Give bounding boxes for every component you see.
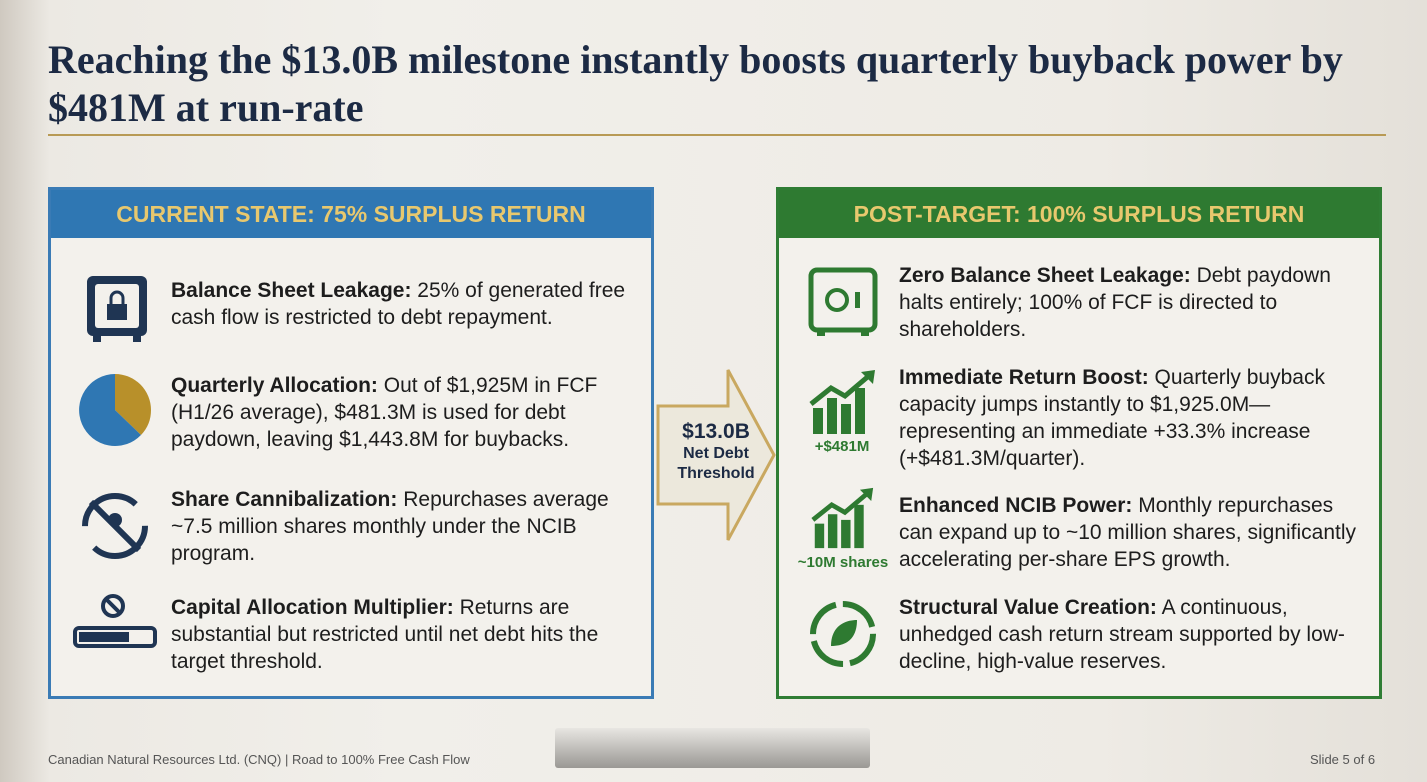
item: Quarterly Allocation: Out of $1,925M in … — [171, 372, 641, 453]
panel-heading: CURRENT STATE: 75% SURPLUS RETURN — [51, 190, 651, 238]
icon-label: +$481M — [814, 438, 870, 455]
footer-source: Canadian Natural Resources Ltd. (CNQ) | … — [48, 752, 470, 767]
arrow-label: $13.0B — [682, 420, 750, 443]
item-lead: Zero Balance Sheet Leakage: — [899, 264, 1191, 287]
safe-icon — [87, 276, 147, 342]
item-lead: Structural Value Creation: — [899, 596, 1157, 619]
safe-icon — [808, 267, 878, 336]
item: Immediate Return Boost: Quarterly buybac… — [899, 364, 1369, 472]
item-text: 25% of generated free cash flow is restr… — [171, 279, 626, 329]
current-state-panel: CURRENT STATE: 75% SURPLUS RETURN Balanc… — [48, 187, 654, 699]
item-lead: Share Cannibalization: — [171, 488, 398, 511]
item-text: Repurchases average ~7.5 million shares … — [171, 488, 609, 565]
item-lead: Capital Allocation Multiplier: — [171, 596, 454, 619]
item-lead: Immediate Return Boost: — [899, 366, 1149, 389]
item-text: Debt paydown halts entirely; 100% of FCF… — [899, 264, 1331, 341]
arrow-label-group: $13.0B Net Debt Threshold — [666, 420, 766, 484]
item: Capital Allocation Multiplier: Returns a… — [171, 594, 641, 675]
arrow-sublabel: Net Debt Threshold — [677, 445, 755, 482]
threshold-arrow — [656, 369, 776, 541]
item: Enhanced NCIB Power: Monthly repurchases… — [899, 492, 1369, 573]
item: Share Cannibalization: Repurchases avera… — [171, 486, 641, 567]
restricted-icon — [73, 594, 157, 648]
item-text: A continuous, unhedged cash return strea… — [899, 596, 1345, 673]
cycle-icon — [82, 493, 148, 559]
item-text: Returns are substantial but restricted u… — [171, 596, 599, 673]
item: Zero Balance Sheet Leakage: Debt paydown… — [899, 262, 1369, 343]
post-target-panel: POST-TARGET: 100% SURPLUS RETURN Zero Ba… — [776, 187, 1382, 699]
pie-icon — [79, 374, 152, 446]
item: Balance Sheet Leakage: 25% of generated … — [171, 277, 641, 331]
item-text: Out of $1,925M in FCF (H1/26 average), $… — [171, 374, 598, 451]
cycle-leaf-icon — [810, 601, 876, 667]
panel-heading: POST-TARGET: 100% SURPLUS RETURN — [779, 190, 1379, 238]
podium — [555, 728, 870, 768]
growth-icon — [811, 487, 874, 549]
item-lead: Quarterly Allocation: — [171, 374, 378, 397]
item-text: Quarterly buyback capacity jumps instant… — [899, 366, 1325, 470]
slide-title: Reaching the $13.0B milestone instantly … — [48, 37, 1343, 130]
footer-page: Slide 5 of 6 — [1310, 752, 1376, 767]
item-text: Monthly repurchases can expand up to ~10… — [899, 494, 1357, 571]
item-lead: Enhanced NCIB Power: — [899, 494, 1133, 517]
icon-label: ~10M shares — [797, 554, 889, 571]
title-rule — [48, 134, 1386, 136]
growth-icon — [809, 370, 875, 434]
item-lead: Balance Sheet Leakage: — [171, 279, 412, 302]
item: Structural Value Creation: A continuous,… — [899, 594, 1369, 675]
